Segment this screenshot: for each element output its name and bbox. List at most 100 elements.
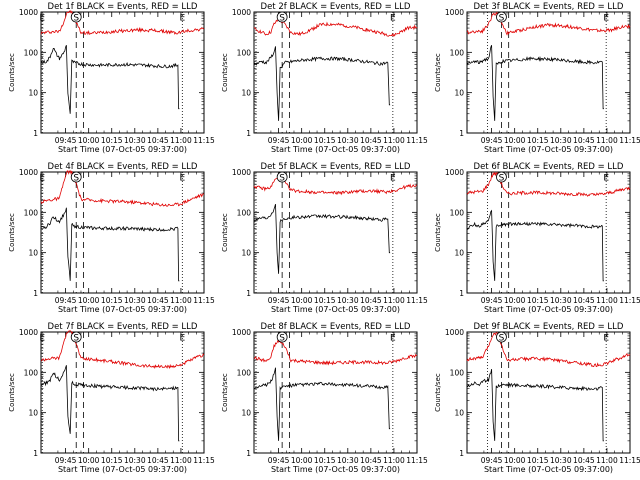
plot-frame: [466, 11, 631, 134]
plot-frame: [40, 331, 205, 454]
x-tick-label: 09:45: [481, 296, 503, 305]
panel-title: Det 4f BLACK = Events, RED = LLD: [48, 162, 198, 172]
x-tick-label: 10:00: [504, 296, 526, 305]
x-tick-label: 10:45: [573, 136, 595, 145]
events-series-line: [253, 46, 391, 121]
x-tick-label: 11:00: [383, 136, 405, 145]
x-tick-label: 09:45: [481, 136, 503, 145]
x-tick-label: 11:00: [596, 136, 618, 145]
panel-title: Det 8f BLACK = Events, RED = LLD: [261, 322, 411, 332]
marker-label: E: [179, 174, 185, 184]
panel-8: Det 8f BLACK = Events, RED = LLD Start Ti…: [221, 322, 428, 474]
x-tick-label: 10:30: [337, 136, 359, 145]
y-tick-label: 10: [241, 249, 251, 258]
marker-label: E: [39, 14, 45, 24]
x-tick-label: 10:45: [147, 136, 169, 145]
y-axis-label: Counts/sec: [8, 213, 16, 252]
panel-title: Det 5f BLACK = Events, RED = LLD: [261, 162, 411, 172]
y-tick-label: 100: [237, 208, 252, 217]
panel-9: Det 9f BLACK = Events, RED = LLD Start Ti…: [434, 322, 640, 474]
panel-2: Det 2f BLACK = Events, RED = LLD Start Ti…: [221, 2, 428, 154]
panel-1: Det 1f BLACK = Events, RED = LLD Start Ti…: [8, 2, 215, 154]
marker-label: E: [179, 14, 185, 24]
panel-3: Det 3f BLACK = Events, RED = LLD Start Ti…: [434, 2, 640, 154]
y-tick-label: 10: [454, 249, 464, 258]
x-tick-label: 10:30: [124, 456, 146, 465]
events-series-line: [254, 367, 391, 441]
x-tick-label: 10:30: [550, 136, 572, 145]
x-tick-label: 10:45: [147, 296, 169, 305]
marker-circle: [70, 331, 82, 343]
marker-circle: [496, 11, 507, 23]
marker-label: S: [499, 174, 505, 184]
events-series-line: [40, 365, 180, 442]
marker-label: E: [603, 14, 609, 24]
x-tick-label: 11:00: [383, 456, 405, 465]
x-tick-label: 10:00: [291, 296, 313, 305]
y-tick-label: 10: [28, 409, 38, 418]
x-tick-label: 09:45: [55, 296, 77, 305]
x-tick-label: 11:15: [193, 136, 215, 145]
marker-label: S: [73, 174, 79, 184]
x-tick-label: 10:00: [291, 456, 313, 465]
plot-frame: [466, 331, 631, 454]
x-tick-label: 10:45: [147, 456, 169, 465]
x-tick-label: 09:45: [268, 136, 290, 145]
x-tick-label: 09:45: [55, 456, 77, 465]
x-tick-label: 11:15: [406, 456, 428, 465]
events-series-line: [40, 45, 180, 114]
x-tick-label: 10:30: [550, 296, 572, 305]
lld-series-line: [253, 339, 417, 366]
x-tick-label: 11:15: [193, 296, 215, 305]
lld-series-line: [466, 332, 631, 368]
x-tick-label: 10:30: [124, 296, 146, 305]
y-tick-label: 1000: [19, 8, 38, 17]
marker-circle: [496, 171, 507, 183]
x-tick-label: 11:15: [406, 296, 428, 305]
y-tick-label: 100: [450, 208, 465, 217]
marker-circle: [276, 11, 288, 23]
panel-title: Det 1f BLACK = Events, RED = LLD: [48, 2, 198, 12]
marker-label: E: [603, 334, 609, 344]
x-tick-label: 10:15: [527, 456, 549, 465]
x-tick-label: 09:45: [55, 136, 77, 145]
events-series-line: [466, 45, 604, 121]
lld-series-line: [40, 330, 205, 370]
x-tick-label: 10:30: [124, 136, 146, 145]
marker-circle: [70, 11, 82, 23]
plot-frame: [40, 11, 205, 134]
y-tick-label: 1000: [232, 168, 251, 177]
x-axis-label: Start Time (07-Oct-05 09:37:00): [271, 305, 400, 314]
events-series-line: [466, 369, 604, 442]
x-tick-label: 10:15: [314, 456, 336, 465]
x-tick-label: 10:45: [573, 296, 595, 305]
x-tick-label: 11:15: [619, 456, 640, 465]
y-tick-label: 1000: [19, 168, 38, 177]
x-axis-label: Start Time (07-Oct-05 09:37:00): [484, 305, 613, 314]
panel-title: Det 6f BLACK = Events, RED = LLD: [474, 162, 624, 172]
x-axis-label: Start Time (07-Oct-05 09:37:00): [58, 305, 187, 314]
x-tick-label: 10:00: [504, 136, 526, 145]
x-tick-label: 10:30: [337, 456, 359, 465]
y-tick-label: 10: [241, 89, 251, 98]
x-tick-label: 10:45: [360, 136, 382, 145]
x-tick-label: 09:45: [481, 456, 503, 465]
marker-label: E: [39, 174, 45, 184]
marker-label: S: [499, 14, 505, 24]
y-tick-label: 1000: [445, 168, 464, 177]
marker-label: S: [73, 334, 79, 344]
x-tick-label: 10:45: [360, 456, 382, 465]
marker-label: S: [279, 14, 285, 24]
x-tick-label: 11:15: [406, 136, 428, 145]
marker-label: S: [279, 334, 285, 344]
y-tick-label: 1000: [19, 328, 38, 337]
y-tick-label: 100: [24, 368, 39, 377]
events-series-line: [253, 203, 391, 274]
y-axis-label: Counts/sec: [434, 53, 442, 92]
panel-5: Det 5f BLACK = Events, RED = LLD Start Ti…: [221, 162, 428, 314]
y-tick-label: 10: [241, 409, 251, 418]
x-axis-label: Start Time (07-Oct-05 09:37:00): [484, 465, 613, 474]
x-tick-label: 11:00: [596, 456, 618, 465]
y-tick-label: 100: [450, 368, 465, 377]
x-axis-label: Start Time (07-Oct-05 09:37:00): [58, 465, 187, 474]
